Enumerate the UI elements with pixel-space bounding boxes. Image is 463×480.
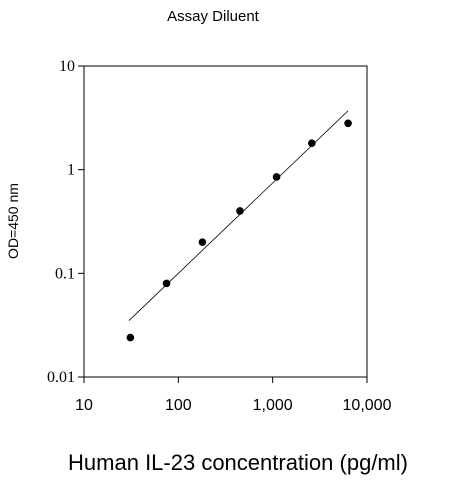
y-tick-label: 10 (59, 58, 75, 75)
y-axis-ticks: 0.01 0.1 1 10 (47, 58, 84, 386)
y-tick-label: 1 (67, 162, 75, 179)
y-tick-label: 0.1 (55, 265, 75, 282)
data-point (236, 207, 244, 215)
y-tick-label: 0.01 (47, 369, 75, 386)
chart-title: Assay Diluent (167, 8, 260, 25)
x-tick-label: 10,000 (343, 397, 392, 414)
data-points (126, 119, 352, 342)
x-tick-label: 100 (165, 397, 192, 414)
data-point (126, 333, 135, 342)
x-axis-label: Human IL-23 concentration (pg/ml) (68, 450, 408, 475)
x-axis-ticks: 10 100 1,000 10,000 (75, 377, 392, 414)
data-point (272, 173, 281, 181)
data-point (308, 139, 316, 148)
data-point (344, 119, 352, 128)
x-tick-label: 1,000 (253, 397, 293, 414)
x-tick-label: 10 (75, 397, 93, 414)
y-axis-label: OD=450 nm (5, 183, 21, 259)
data-point (198, 238, 207, 246)
data-point (162, 279, 171, 288)
plot-area-frame (83, 65, 368, 378)
